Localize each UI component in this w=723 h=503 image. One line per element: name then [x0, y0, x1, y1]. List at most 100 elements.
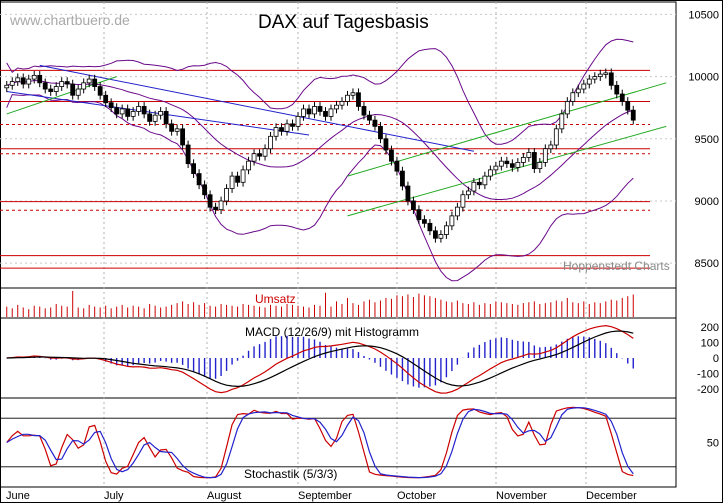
- candle-body: [465, 190, 471, 196]
- candle-body: [438, 234, 444, 239]
- month-label: September: [298, 490, 352, 502]
- month-label: October: [397, 490, 436, 502]
- candle-body: [301, 108, 306, 117]
- candle-body: [625, 101, 631, 111]
- candle-body: [487, 169, 493, 177]
- macd-tick-label: 200: [701, 322, 719, 334]
- candle-body: [405, 185, 411, 202]
- candle-body: [378, 125, 383, 140]
- candle-body: [361, 106, 367, 116]
- candle-body: [564, 101, 570, 115]
- macd-tick-label: -100: [697, 368, 719, 380]
- candle-body: [295, 116, 301, 127]
- candle-body: [262, 148, 268, 157]
- candle-body: [504, 160, 510, 165]
- candle-body: [454, 206, 460, 217]
- candle-body: [119, 108, 125, 115]
- candle-body: [630, 109, 636, 121]
- candle-body: [586, 78, 592, 85]
- candle-body: [619, 93, 625, 102]
- trendline-uptrend-upper: [347, 82, 667, 177]
- candle-body: [114, 107, 120, 115]
- candle-body: [323, 111, 328, 117]
- macd-label: MACD (12/26/9) mit Histogramm: [245, 325, 419, 339]
- month-label: July: [104, 490, 124, 502]
- candle-body: [526, 152, 532, 158]
- candle-body: [350, 92, 356, 96]
- candle-body: [575, 88, 581, 94]
- candle-body: [284, 123, 290, 132]
- candle-body: [559, 113, 565, 130]
- candle-body: [411, 200, 416, 211]
- candle-body: [422, 219, 427, 224]
- candle-body: [334, 104, 339, 110]
- candle-body: [224, 188, 229, 202]
- volume-label: Umsatz: [255, 292, 296, 306]
- candle-body: [207, 194, 213, 208]
- candle-body: [240, 169, 246, 183]
- candle-body: [597, 73, 603, 78]
- candle-body: [339, 101, 345, 106]
- stochastic-label: Stochastik (5/3/3): [244, 467, 337, 481]
- candle-body: [191, 163, 197, 175]
- price-tick-label: 10000: [688, 72, 719, 84]
- candle-body: [614, 84, 620, 95]
- month-label: June: [6, 490, 30, 502]
- candle-body: [59, 81, 65, 87]
- candle-body: [372, 119, 378, 127]
- chart-credit: Hoppenstedt Charts: [563, 259, 670, 273]
- candle-body: [531, 152, 537, 170]
- macd-line: [6, 324, 634, 394]
- candle-body: [125, 108, 131, 117]
- candle-body: [553, 128, 559, 146]
- macd-tick-label: 100: [701, 338, 719, 350]
- candle-body: [202, 184, 207, 196]
- candle-body: [152, 114, 158, 122]
- candle-body: [26, 78, 32, 85]
- candle-body: [400, 170, 405, 187]
- candle-body: [158, 111, 164, 116]
- candle-body: [509, 163, 515, 168]
- candle-body: [48, 88, 54, 92]
- candle-body: [185, 144, 191, 165]
- candle-body: [218, 200, 224, 211]
- candle-body: [603, 72, 609, 75]
- chart-title: DAX auf Tagesbasis: [258, 12, 429, 33]
- candle-body: [251, 153, 257, 162]
- candle-body: [592, 76, 598, 80]
- candle-body: [92, 78, 98, 87]
- macd-tick-label: 0: [713, 353, 719, 365]
- candle-body: [169, 123, 175, 132]
- candle-body: [130, 111, 136, 117]
- candle-body: [493, 165, 499, 171]
- stochastic-tick-label: 50: [707, 438, 719, 450]
- candle-body: [520, 157, 526, 163]
- candle-body: [570, 92, 576, 102]
- candle-body: [449, 215, 455, 227]
- candle-body: [306, 108, 312, 115]
- bollinger-upper: [6, 38, 634, 145]
- panel-frame-3: [0, 397, 677, 488]
- candle-body: [394, 160, 400, 172]
- candle-body: [213, 206, 218, 211]
- candle-body: [31, 74, 37, 80]
- candle-body: [443, 225, 449, 235]
- candle-body: [608, 72, 614, 86]
- trendline-downtrend: [39, 64, 474, 152]
- candle-body: [542, 148, 548, 163]
- candle-body: [86, 78, 92, 84]
- candle-body: [9, 81, 15, 86]
- candle-body: [103, 94, 109, 104]
- candle-body: [460, 194, 466, 208]
- candle-body: [64, 81, 70, 85]
- price-tick-label: 10500: [688, 9, 719, 21]
- month-label: August: [207, 490, 241, 502]
- candle-body: [279, 127, 284, 132]
- candle-body: [174, 128, 180, 132]
- trendline-downtrend-lower: [6, 91, 310, 136]
- trendline-uptrend-lower: [347, 125, 667, 217]
- candle-body: [20, 77, 26, 85]
- month-label: December: [586, 490, 637, 502]
- candle-body: [389, 149, 394, 162]
